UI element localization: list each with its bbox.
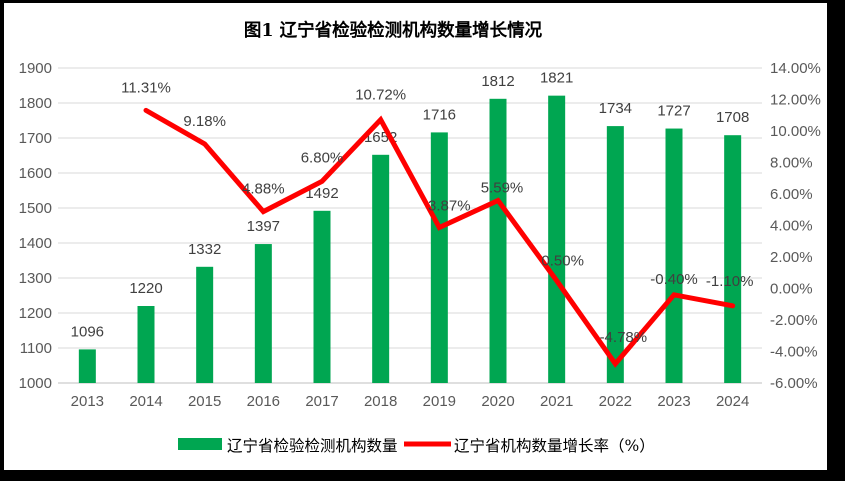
x-axis-tick-2021: 2021 [540,393,573,410]
x-axis-tick-2019: 2019 [423,393,456,410]
bar-value-label: 1492 [305,185,338,202]
x-axis-tick-2014: 2014 [129,393,162,410]
bar-value-label: 1397 [247,218,280,235]
growth-rate-label: 3.87% [428,198,471,215]
bar-value-label: 1727 [657,103,690,120]
line-series [143,107,736,368]
y-axis-right-tick: 6.00% [770,186,813,203]
bar-2023 [665,128,683,383]
bar-value-label: 1821 [540,70,573,87]
growth-rate-label: -0.40% [650,271,698,288]
legend-bar-label: 辽宁省检验检测机构数量 [227,437,398,455]
bar-value-label: 1096 [71,323,104,340]
y-axis-left-tick: 1800 [19,95,52,112]
gridlines [58,67,762,384]
legend-bar-swatch-icon [178,438,222,450]
bar-value-label: 1708 [716,109,749,126]
y-axis-right-tick: 10.00% [770,123,821,140]
growth-rate-line [143,107,736,368]
bar-2015 [196,266,214,383]
y-axis-left-tick: 1600 [19,165,52,182]
bar-2014 [137,306,155,383]
x-axis-tick-2020: 2020 [481,393,514,410]
x-axis-tick-2023: 2023 [657,393,690,410]
y-axis-right-tick: 8.00% [770,155,813,172]
bar-2017 [313,210,331,383]
bar-2024 [724,135,742,383]
chart-title: 图1 辽宁省检验检测机构数量增长情况 [244,20,543,41]
growth-rate-label: -1.10% [706,273,754,290]
y-axis-right-tick: -4.00% [770,344,818,361]
x-axis-tick-2022: 2022 [599,393,632,410]
legend: 辽宁省检验检测机构数量 辽宁省机构数量增长率（%） [178,437,655,455]
bar-2018 [372,154,390,383]
y-axis-left-tick: 1000 [19,375,52,392]
y-axis-right-tick: 0.00% [770,281,813,298]
bar-series [78,95,742,384]
y-axis-right-tick: 14.00% [770,60,821,77]
growth-rate-label: 0.50% [541,253,584,270]
bar-value-label: 1332 [188,241,221,258]
y-axis-left-tick: 1700 [19,130,52,147]
x-axis-tick-2017: 2017 [305,393,338,410]
bar-2019 [430,132,448,383]
y-axis-left: 1900 1800 1700 1600 1500 1400 1300 1200 1100 1000 [19,60,52,392]
y-axis-right-tick: -6.00% [770,375,818,392]
growth-rate-label: 9.18% [183,113,226,130]
legend-line-label: 辽宁省机构数量增长率（%） [454,437,655,455]
y-axis-right-tick: -2.00% [770,312,818,329]
x-axis-tick-2024: 2024 [716,393,749,410]
y-axis-left-tick: 1100 [20,340,52,357]
y-axis-right-tick: 4.00% [770,218,813,235]
y-axis-left-tick: 1400 [19,235,52,252]
bar-value-label: 1220 [129,280,162,297]
growth-rate-label: 4.88% [242,181,285,198]
y-axis-left-tick: 1300 [19,270,52,287]
bar-2021 [548,95,566,384]
x-axis-tick-2018: 2018 [364,393,397,410]
bar-2022 [606,126,624,383]
y-axis-right: 14.00% 12.00% 10.00% 8.00% 6.00% 4.00% 2.00% 0.… [770,60,821,392]
y-axis-right-tick: 12.00% [770,92,821,109]
y-axis-left-tick: 1200 [19,305,52,322]
line-value-labels: 11.31% 9.18% 4.88% 6.80% 10.72% 3.87% 5.59% 0.5… [121,79,753,345]
bar-2020 [489,98,507,384]
y-axis-left-tick: 1500 [19,200,52,217]
bar-value-label: 1716 [423,106,456,123]
x-axis-tick-2015: 2015 [188,393,221,410]
growth-rate-label: 10.72% [355,87,406,104]
x-axis-tick-2016: 2016 [247,393,280,410]
y-axis-right-tick: 2.00% [770,249,813,266]
x-axis-tick-2013: 2013 [71,393,104,410]
bar-value-label: 1734 [599,100,632,117]
bar-value-label: 1812 [481,73,514,90]
growth-rate-label: 5.59% [481,179,524,196]
bar-2013 [78,349,96,383]
bar-2016 [254,244,272,383]
growth-rate-label: -4.78% [600,329,648,346]
x-axis: 2013 2014 2015 2016 2017 2018 2019 2020 2021 2022… [71,393,750,410]
y-axis-left-tick: 1900 [19,60,52,77]
growth-rate-label: 6.80% [301,149,344,166]
growth-rate-label: 11.31% [121,79,171,96]
chart-canvas [4,3,827,470]
